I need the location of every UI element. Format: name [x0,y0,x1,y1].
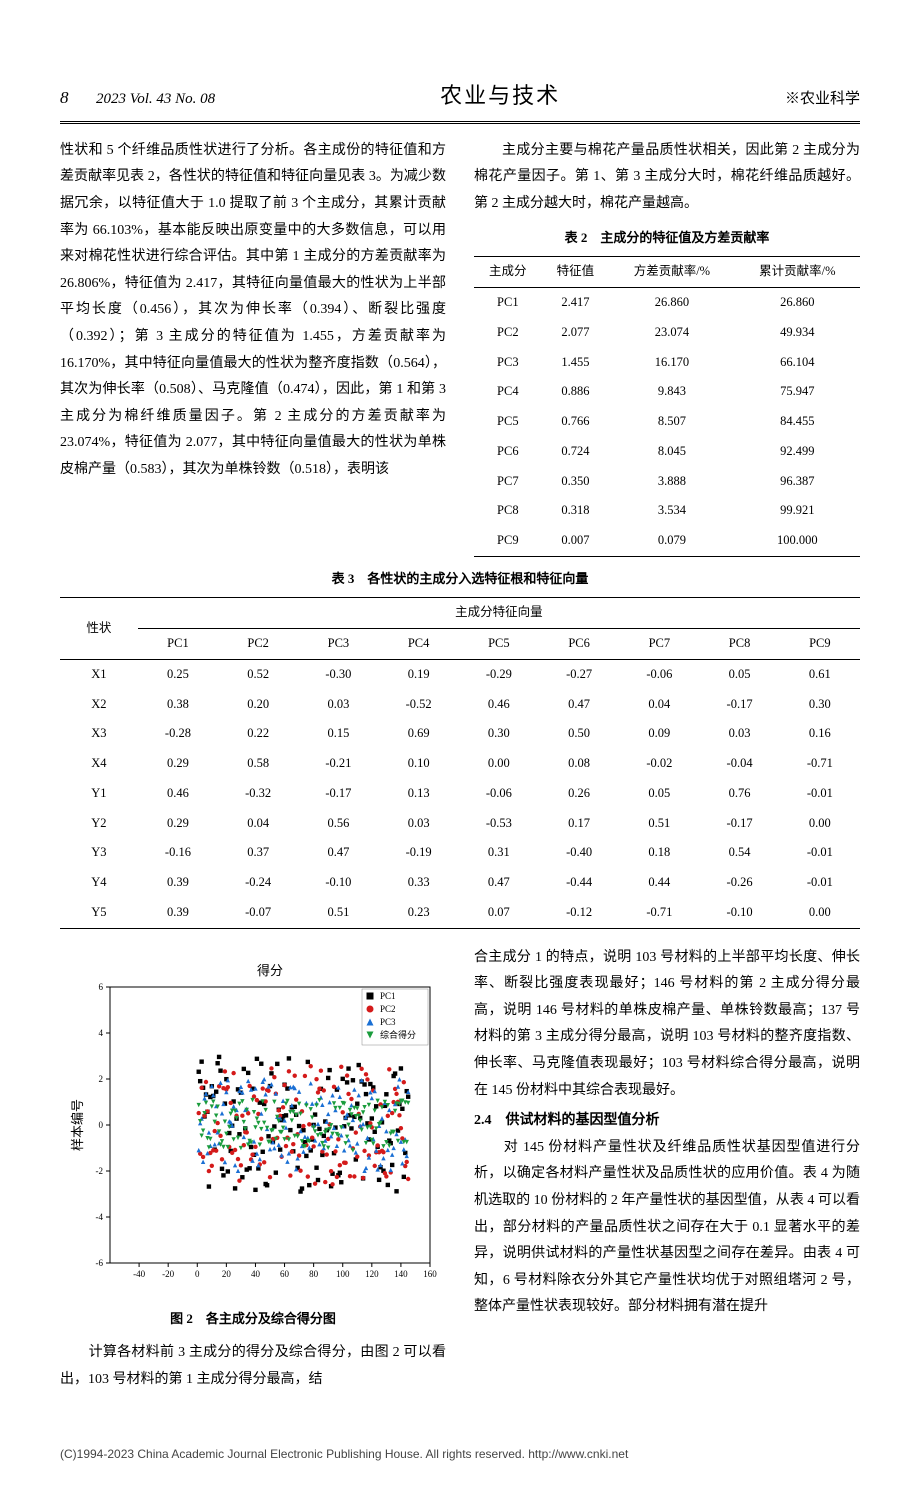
page-footer: (C)1994-2023 China Academic Journal Elec… [60,1443,860,1466]
page-header: 8 2023 Vol. 43 No. 08 农业与技术 ※农业科学 [60,75,860,124]
table-row: Y3-0.160.370.47-0.190.31-0.400.180.54-0.… [60,838,860,868]
table2-col: 累计贡献率/% [735,257,860,288]
svg-text:40: 40 [251,1269,260,1279]
svg-text:0: 0 [195,1269,200,1279]
svg-text:4: 4 [99,1028,104,1038]
svg-text:PC1: PC1 [380,991,396,1001]
section-label: ※农业科学 [785,85,860,114]
svg-text:60: 60 [280,1269,290,1279]
header-left: 8 2023 Vol. 43 No. 08 [60,82,215,114]
table3-col: PC1 [138,629,218,660]
bottom-left-paragraph: 计算各材料前 3 主成分的得分及综合得分，由图 2 可以看出，103 号材料的第… [60,1340,446,1393]
table3-rowheader: 性状 [60,598,138,660]
table-row: Y40.39-0.24-0.100.330.47-0.440.44-0.26-0… [60,868,860,898]
table-row: PC80.3183.53499.921 [474,496,860,526]
table2-col: 特征值 [542,257,610,288]
table-row: PC40.8869.84375.947 [474,377,860,407]
table-row: Y20.290.040.560.03-0.530.170.51-0.170.00 [60,809,860,839]
top-left-column: 性状和 5 个纤维品质性状进行了分析。各主成份的特征值和方差贡献率见表 2，各性… [60,138,446,557]
journal-title: 农业与技术 [440,75,560,117]
svg-text:-2: -2 [96,1166,104,1176]
top-columns: 性状和 5 个纤维品质性状进行了分析。各主成份的特征值和方差贡献率见表 2，各性… [60,138,860,557]
section-2-4-title: 2.4 供试材料的基因型值分析 [474,1108,860,1135]
table3: 性状 主成分特征向量 PC1PC2PC3PC4PC5PC6PC7PC8PC9 X… [60,597,860,928]
table-row: PC90.0070.079100.000 [474,526,860,556]
table3-wrapper: 表 3 各性状的主成分入选特征根和特征向量 性状 主成分特征向量 PC1PC2P… [60,567,860,929]
svg-text:-20: -20 [162,1269,174,1279]
table3-caption: 表 3 各性状的主成分入选特征根和特征向量 [60,567,860,592]
top-right-paragraph: 主成分主要与棉花产量品质性状相关，因此第 2 主成分为棉花产量因子。第 1、第 … [474,138,860,218]
scatter-plot: 得分样本编号-40-20020406080100120140160-6-4-20… [68,959,438,1289]
table-row: PC60.7248.04592.499 [474,437,860,467]
table-row: X20.380.200.03-0.520.460.470.04-0.170.30 [60,690,860,720]
svg-text:80: 80 [309,1269,319,1279]
svg-text:PC2: PC2 [380,1004,396,1014]
table2: 主成分特征值方差贡献率/%累计贡献率/% PC12.41726.86026.86… [474,256,860,557]
top-left-paragraph: 性状和 5 个纤维品质性状进行了分析。各主成份的特征值和方差贡献率见表 2，各性… [60,138,446,484]
table3-col: PC3 [298,629,378,660]
table3-col: PC9 [780,629,860,660]
svg-text:20: 20 [222,1269,232,1279]
table-row: X40.290.58-0.210.100.000.08-0.02-0.04-0.… [60,749,860,779]
table3-col: PC7 [619,629,699,660]
bottom-right-column: 合主成分 1 的特点，说明 103 号材料的上半部平均长度、伸长率、断裂比强度表… [474,945,860,1393]
svg-text:-6: -6 [96,1258,104,1268]
svg-text:100: 100 [336,1269,350,1279]
svg-text:0: 0 [99,1120,104,1130]
top-right-column: 主成分主要与棉花产量品质性状相关，因此第 2 主成分为棉花产量因子。第 1、第 … [474,138,860,557]
svg-text:120: 120 [365,1269,379,1279]
table-row: X3-0.280.220.150.690.300.500.090.030.16 [60,719,860,749]
table-row: PC31.45516.17066.104 [474,348,860,378]
page-number: 8 [60,88,69,107]
table3-col: PC4 [379,629,459,660]
table-row: Y50.39-0.070.510.230.07-0.12-0.71-0.100.… [60,898,860,928]
table2-col: 主成分 [474,257,542,288]
svg-text:160: 160 [423,1269,437,1279]
table3-col: PC5 [459,629,539,660]
table3-col: PC6 [539,629,619,660]
svg-text:-40: -40 [133,1269,145,1279]
table-row: Y10.46-0.32-0.170.13-0.060.260.050.76-0.… [60,779,860,809]
table3-col: PC8 [699,629,779,660]
bottom-left-column: 得分样本编号-40-20020406080100120140160-6-4-20… [60,945,446,1393]
table3-groupheader: 主成分特征向量 [138,598,860,629]
figure2: 得分样本编号-40-20020406080100120140160-6-4-20… [60,959,446,1332]
svg-text:2: 2 [99,1074,104,1084]
table-row: PC70.3503.88896.387 [474,467,860,497]
bottom-columns: 得分样本编号-40-20020406080100120140160-6-4-20… [60,945,860,1393]
svg-text:-4: -4 [96,1212,104,1222]
figure2-caption: 图 2 各主成分及综合得分图 [60,1307,446,1332]
svg-text:样本编号: 样本编号 [70,1099,85,1151]
volume-info: 2023 Vol. 43 No. 08 [96,91,215,107]
table3-col: PC2 [218,629,298,660]
table-row: PC22.07723.07449.934 [474,318,860,348]
table-row: PC12.41726.86026.860 [474,288,860,318]
table-row: PC50.7668.50784.455 [474,407,860,437]
table2-col: 方差贡献率/% [609,257,734,288]
bottom-right-para1: 合主成分 1 的特点，说明 103 号材料的上半部平均长度、伸长率、断裂比强度表… [474,945,860,1105]
bottom-right-para2: 对 145 份材料产量性状及纤维品质性状基因型值进行分析，以确定各材料产量性状及… [474,1135,860,1321]
svg-text:140: 140 [394,1269,408,1279]
table2-caption: 表 2 主成分的特征值及方差贡献率 [474,226,860,251]
svg-text:6: 6 [99,982,104,992]
svg-text:综合得分: 综合得分 [380,1029,416,1040]
svg-text:PC3: PC3 [380,1017,396,1027]
table-row: X10.250.52-0.300.19-0.29-0.27-0.060.050.… [60,659,860,689]
svg-text:得分: 得分 [257,963,283,978]
